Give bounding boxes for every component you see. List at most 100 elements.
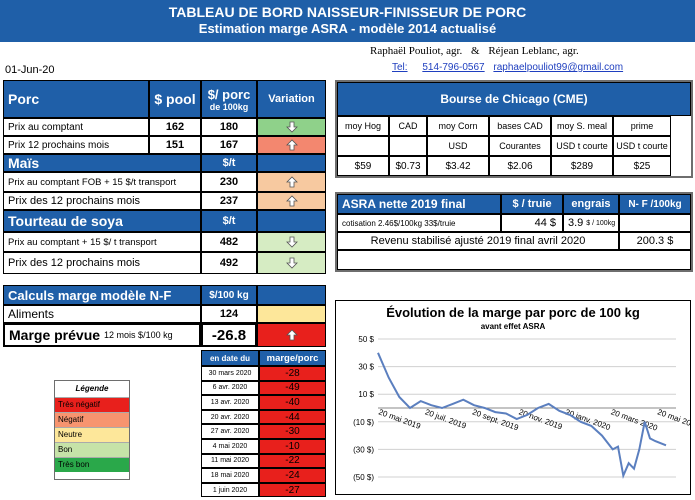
porc-row-1-value: 180 [201, 118, 257, 136]
chart-y-ticks: 50 $ 30 $ 10 $ (10 $) (30 $) (50 $) [353, 335, 374, 482]
cme-panel: Bourse de Chicago (CME) moy Hog $59 CAD $0.… [335, 80, 693, 178]
mais-row-2-value: 237 [201, 192, 257, 210]
chart-title: Évolution de la marge par porc de 100 kg [386, 305, 640, 320]
col-variation: Variation [257, 80, 326, 118]
soya-unit: $/t [201, 210, 257, 232]
arrow-up-icon [285, 329, 298, 341]
col-pool: $ pool [149, 80, 201, 118]
marge-prevue-value: -26.8 [201, 323, 257, 347]
col-porc-label: $/ porc [207, 86, 251, 102]
history-value: -10 [259, 439, 326, 454]
calculs-table: Calculs marge modèle N-F $/100 kg Alimen… [3, 285, 326, 351]
asra-revenu-label: Revenu stabilisé ajusté 2019 final avril… [337, 232, 619, 250]
arrow-down-icon [285, 121, 298, 133]
chart-y-tick: (30 $) [353, 445, 374, 454]
cme-unit: USD t courte [613, 136, 671, 156]
chart-y-tick: 10 $ [358, 390, 374, 399]
legend-title: Légende [75, 384, 109, 393]
history-value: -49 [259, 380, 326, 396]
history-date: 13 avr. 2020 [201, 395, 259, 410]
arrow-up-icon [285, 176, 298, 188]
history-value: -22 [259, 453, 326, 469]
soya-row-2-label: Prix des 12 prochains mois [3, 252, 201, 274]
cme-header: prime [613, 116, 671, 136]
legend-item: Négatif [55, 412, 129, 427]
cme-unit [389, 136, 427, 156]
tel-link[interactable]: 514-796-0567 [422, 62, 485, 73]
calculs-title: Calculs marge modèle N-F [3, 285, 201, 305]
chart-subtitle: avant effet ASRA [481, 322, 546, 331]
porc-title: Porc [3, 80, 149, 118]
history-value: -30 [259, 424, 326, 439]
chart-x-tick: 20 mars 2020 [610, 407, 660, 432]
legend-items: Très négatif Négatif Neutre Bon Très bon [55, 397, 129, 472]
history-value: -27 [259, 482, 326, 498]
history-col-date: en date du [201, 350, 259, 366]
history-date: 18 mai 2020 [201, 468, 259, 483]
chart-y-tick: (10 $) [353, 418, 374, 427]
asra-col-nf: N- F /100kg [619, 194, 691, 214]
chart-y-tick: (50 $) [353, 473, 374, 482]
authors-ampersand: & [471, 45, 480, 57]
cme-unit: USD [427, 136, 489, 156]
col-porc: $/ porc de 100kg [201, 80, 257, 118]
legend-item: Neutre [55, 427, 129, 442]
porc-row-2-value: 167 [201, 136, 257, 154]
mais-header-blank [257, 154, 326, 172]
dashboard-header: TABLEAU DE BORD NAISSEUR-FINISSEUR DE PO… [0, 0, 695, 42]
history-table: en date du marge/porc 30 mars 2020 -28 6 a… [201, 350, 326, 498]
asra-title: ASRA nette 2019 final [337, 194, 501, 214]
soya-header-blank [257, 210, 326, 232]
porc-row-1-label: Prix au comptant [3, 118, 149, 136]
history-value: -40 [259, 395, 326, 410]
arrow-up-icon [285, 195, 298, 207]
asra-revenu-value: 200.3 $ [619, 232, 691, 250]
dashboard-title: TABLEAU DE BORD NAISSEUR-FINISSEUR DE PO… [168, 4, 527, 20]
tel-label[interactable]: Tel: [392, 62, 408, 73]
asra-col-truie: $ / truie [501, 194, 563, 214]
mais-row-2-label: Prix des 12 prochains mois [3, 192, 201, 210]
author-1: Raphaël Pouliot, agr. [370, 45, 463, 57]
aliments-indicator [257, 305, 326, 323]
legend-item: Très bon [55, 457, 129, 472]
email-link[interactable]: raphaelpouliot99@gmail.com [493, 62, 624, 73]
chart-y-tick: 30 $ [358, 363, 374, 372]
cme-header: moy Corn [427, 116, 489, 136]
chart-x-tick: 20 janv. 2020 [564, 407, 612, 432]
author-2: Réjean Leblanc, agr. [488, 45, 579, 57]
legend-item: Très négatif [55, 397, 129, 412]
mais-row-1-value: 230 [201, 172, 257, 192]
aliments-label: Aliments [3, 305, 201, 323]
cme-value: $3.42 [427, 156, 489, 176]
marge-label: Marge prévue [9, 327, 101, 343]
arrow-down-icon [285, 236, 298, 248]
chart-x-tick: 20 juil. 2019 [424, 407, 468, 430]
cme-unit: Courantes [489, 136, 551, 156]
asra-engrais-unit: $ / 100kg [586, 219, 616, 227]
cme-value: $0.73 [389, 156, 427, 176]
legend-item: Bon [55, 442, 129, 457]
porc-row-2-pool: 151 [149, 136, 201, 154]
soya-title: Tourteau de soya [3, 210, 201, 232]
asra-engrais-cell: 3.9 $ / 100kg [563, 214, 619, 232]
asra-col-engrais: engrais [563, 194, 619, 214]
asra-nf-blank [619, 214, 691, 232]
cme-header: moy Hog [337, 116, 389, 136]
arrow-down-icon [285, 257, 298, 269]
history-value: -44 [259, 409, 326, 425]
soya-row-1-variation [257, 232, 326, 252]
history-col-marge: marge/porc [259, 350, 326, 366]
aliments-value: 124 [201, 305, 257, 323]
porc-row-1-pool: 162 [149, 118, 201, 136]
history-date: 11 mai 2020 [201, 453, 259, 469]
porc-row-2-variation [257, 136, 326, 154]
cme-value: $2.06 [489, 156, 551, 176]
asra-engrais-value: 3.9 [568, 217, 584, 229]
cme-value: $25 [613, 156, 671, 176]
history-value: -28 [259, 366, 326, 381]
col-porc-sub: de 100kg [209, 101, 249, 112]
contact-line: Tel: 514-796-0567 raphaelpouliot99@gmail… [392, 62, 692, 76]
cme-header: moy S. meal [551, 116, 613, 136]
cme-value: $59 [337, 156, 389, 176]
arrow-up-icon [285, 139, 298, 151]
